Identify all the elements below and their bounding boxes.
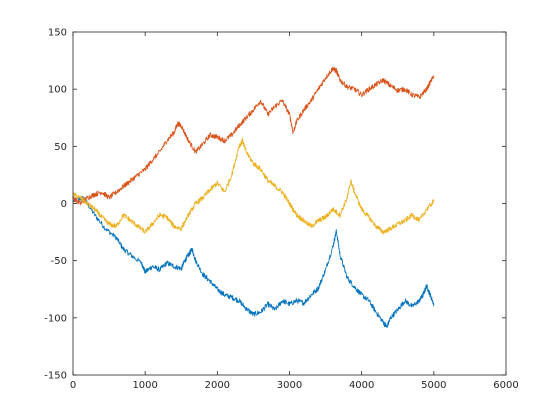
y-tick-label: -100: [44, 313, 67, 324]
y-tick-label: 0: [61, 199, 67, 210]
x-tick-label: 2000: [205, 380, 230, 391]
x-tick-label: 6000: [493, 380, 518, 391]
x-tick-label: 4000: [349, 380, 374, 391]
series-line-3: [72, 137, 435, 235]
series-layer: [72, 66, 435, 328]
y-tick-label: 50: [54, 142, 67, 153]
series-line-1: [72, 195, 435, 328]
x-tick-label: 1000: [132, 380, 157, 391]
y-tick-label: -50: [51, 256, 67, 267]
x-tick-label: 3000: [277, 380, 302, 391]
x-tick-label: 0: [70, 380, 76, 391]
x-tick-label: 5000: [421, 380, 446, 391]
y-tick-label: 150: [48, 28, 67, 39]
series-line-2: [72, 66, 435, 206]
axes-layer: 0 1000 2000 3000 4000 5000 6000 -150 -100 -50 0 50 1…: [44, 28, 518, 392]
y-tick-label: 100: [48, 85, 67, 96]
y-tick-label: -150: [44, 371, 67, 382]
